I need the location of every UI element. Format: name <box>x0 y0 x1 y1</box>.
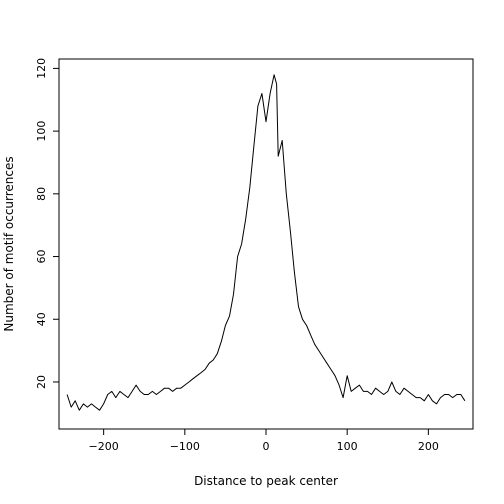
y-tick-label-3: 80 <box>35 187 48 201</box>
y-axis: 20 40 60 80 100 120 <box>35 58 59 389</box>
plot-frame <box>58 58 474 430</box>
y-axis-label: Number of motif occurrences <box>2 156 16 331</box>
series-layer <box>66 74 466 411</box>
x-tick-label-4: 200 <box>418 440 439 453</box>
y-tick-label-1: 40 <box>35 312 48 326</box>
x-tick-label-1: −100 <box>170 440 200 453</box>
x-tick-label-2: 0 <box>263 440 270 453</box>
x-axis-label: Distance to peak center <box>194 474 338 488</box>
y-tick-label-4: 100 <box>35 121 48 142</box>
series-line-0 <box>66 74 466 411</box>
x-tick-label-0: −200 <box>89 440 119 453</box>
y-tick-label-2: 60 <box>35 250 48 264</box>
y-tick-label-0: 20 <box>35 375 48 389</box>
x-tick-label-3: 100 <box>337 440 358 453</box>
y-tick-label-5: 120 <box>35 58 48 79</box>
x-axis: −200 −100 0 100 200 <box>89 429 439 453</box>
